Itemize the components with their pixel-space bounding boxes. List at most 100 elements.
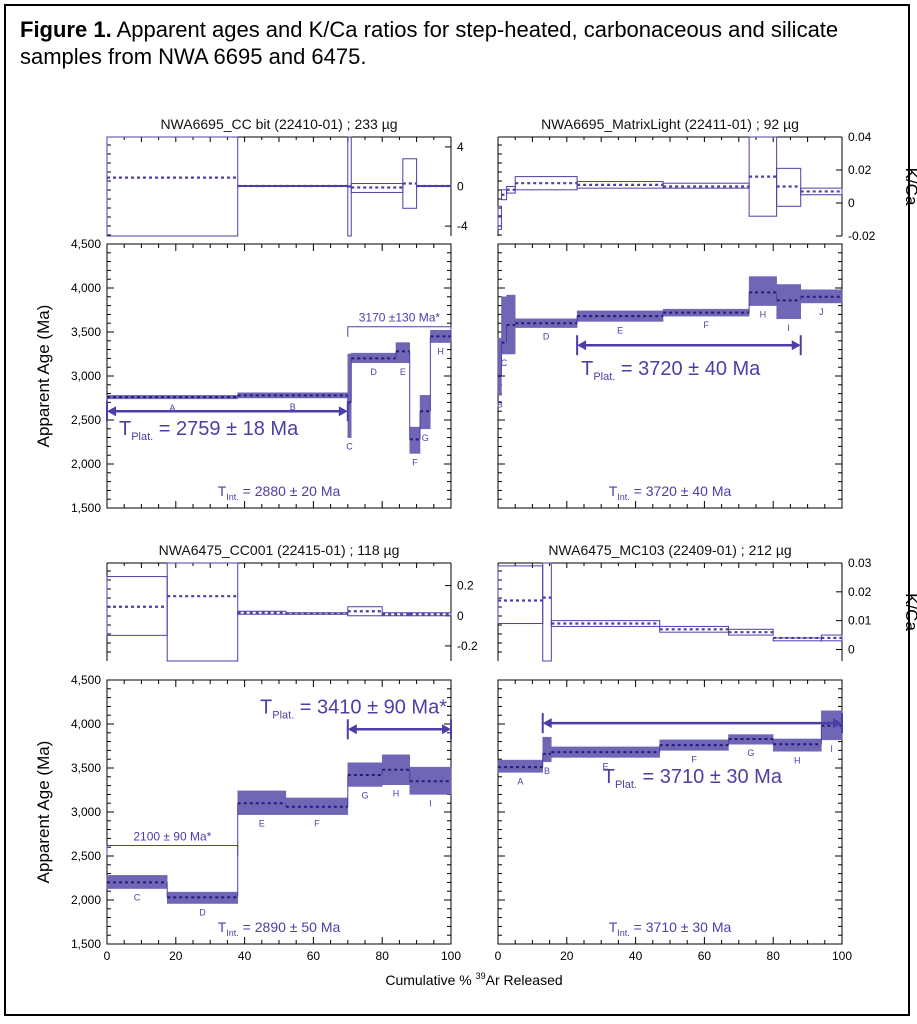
age-tick-label: 3,500 [71,761,101,775]
age-step-label: H [393,789,400,799]
age-step-box [542,736,552,763]
age-step-box [659,739,729,751]
plateau-arrow-head-left [542,718,552,729]
age-step-label: C [501,358,508,368]
age-step-label: A [169,403,175,413]
age-step-label: I [429,798,432,808]
age-tick-label: 3,000 [71,369,101,383]
kca-tick-label: 0 [848,642,855,656]
x-tick-label: 40 [629,949,643,963]
age-step-label: G [361,790,368,800]
plateau-age-label: TPlat. = 2759 ± 18 Ma [119,418,299,443]
plateau-age-label: TPlat. = 3410 ± 90 Ma* [260,696,447,721]
age-step-label: G [747,748,754,758]
age-tick-label: 4,000 [71,717,101,731]
plateau-arrow-head-right [442,724,451,735]
age-tick-label: 2,500 [71,849,101,863]
kca-tick-label: 4 [457,140,464,154]
chart-title: NWA6475_MC103 (22409-01) ; 212 µg [548,542,791,558]
age-step-label: E [602,761,608,771]
chart-panel-3: NWA6475_CC001 (22415-01) ; 118 µg -0.2 0 0.… [34,542,478,963]
age-tick-label: 3,000 [71,805,101,819]
chart-title: NWA6695_MatrixLight (22411-01) ; 92 µg [541,116,799,132]
kca-tick-label: 0.01 [848,614,872,628]
integrated-age-label: TInt. = 2890 ± 50 Ma [218,919,341,938]
kca-step-box [347,606,383,617]
plateau-arrow-head-right [791,340,801,351]
plateau-arrow-head-left [347,724,357,735]
kca-step-box [542,562,552,662]
chart-panel-1: NWA6695_CC bit (22410-01) ; 233 µg -4 0 4 1,… [34,116,468,515]
x-tick-label: 80 [376,949,390,963]
kca-tick-label: 0 [457,180,464,194]
kca-tick-label: -0.02 [848,229,876,243]
age-tick-label: 2,500 [71,413,101,427]
bracket-label: 3170 ±130 Ma* [359,311,441,325]
chart-panel-2: NWA6695_MatrixLight (22411-01) ; 92 µg -0… [497,116,917,509]
age-step-label: B [544,766,550,776]
plateau-arrow-head-right [833,718,842,729]
x-tick-label: 100 [441,949,461,963]
kca-tick-label: 0.03 [848,556,872,570]
age-step-box [347,762,383,787]
kca-tick-label: -0.2 [457,639,478,653]
age-step-label: H [794,755,801,765]
kca-step-box [166,562,239,662]
kca-tick-label: 0 [457,609,464,623]
age-step-label: E [259,819,265,829]
plateau-age-label: TPlat. = 3720 ± 40 Ma [581,358,761,383]
x-tick-label: 40 [238,949,252,963]
plateau-arrow-head-right [338,406,348,417]
age-step-label: A [517,776,523,786]
age-step-label: F [691,754,697,764]
kca-tick-label: 0.2 [457,579,474,593]
chart-panel-4: NWA6475_MC103 (22409-01) ; 212 µg 0 0.01 0.… [495,542,917,963]
figure-frame [4,4,910,1016]
age-step-label: I [830,744,833,754]
age-tick-label: 1,500 [71,937,101,951]
age-step-label: E [617,325,623,335]
bracket-line [106,844,239,856]
kca-tick-label: 0 [848,196,855,210]
age-step-label: F [412,457,418,467]
plateau-age-label: TPlat. = 3710 ± 30 Ma [603,766,783,791]
kca-tick-label: 0.04 [848,130,872,144]
age-step-label: E [400,367,406,377]
figure-caption: Figure 1. Apparent ages and K/Ca ratios … [20,16,890,70]
plateau-arrow-head-left [107,406,116,417]
age-axis-label: Apparent Age (Ma) [34,741,53,884]
age-step-box [395,342,410,364]
integrated-age-label: TInt. = 3710 ± 30 Ma [609,919,732,938]
x-tick-label: 80 [767,949,781,963]
kca-step-box [497,565,544,625]
caption-text: Apparent ages and K/Ca ratios for step-h… [20,17,839,69]
bracket-line [347,326,452,337]
age-step-box [166,891,238,904]
x-tick-label: 100 [832,949,852,963]
age-step-box [501,296,507,355]
x-tick-label: 0 [104,949,111,963]
age-axis-label: Apparent Age (Ma) [34,305,53,448]
age-step-label: J [819,307,824,317]
age-step-label: G [422,433,429,443]
age-step-box [821,710,843,741]
chart-title: NWA6695_CC bit (22410-01) ; 233 µg [160,116,397,132]
x-tick-label: 20 [560,949,574,963]
integrated-age-label: TInt. = 3720 ± 40 Ma [609,483,732,502]
integrated-age-label: TInt. = 2880 ± 20 Ma [218,483,341,502]
kca-step-box [659,625,729,633]
kca-step-box [416,185,452,187]
age-step-label: D [199,908,206,918]
age-step-box [776,284,801,320]
kca-axis-label: K/Ca [902,168,917,206]
age-step-label: C [346,442,353,452]
age-step-label: F [703,320,709,330]
x-tick-label: 20 [169,949,183,963]
age-step-box [347,353,352,438]
age-tick-label: 4,000 [71,281,101,295]
age-step-label: H [760,310,767,320]
age-tick-label: 3,500 [71,325,101,339]
age-tick-label: 4,500 [71,237,101,251]
x-tick-label: 0 [495,949,502,963]
